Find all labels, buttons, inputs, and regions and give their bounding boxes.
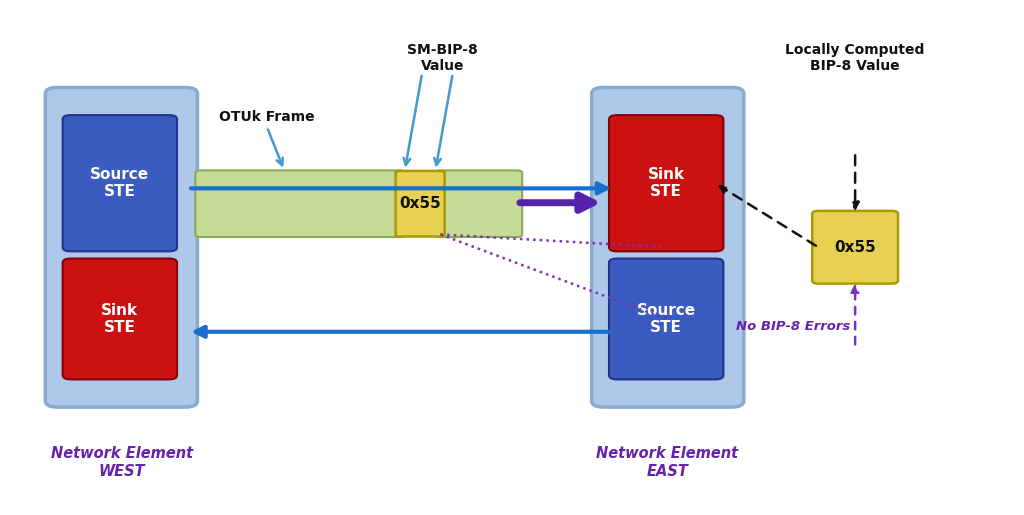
Text: 0x55: 0x55 <box>399 196 441 211</box>
FancyBboxPatch shape <box>609 115 723 251</box>
FancyBboxPatch shape <box>395 171 444 236</box>
Text: Sink
STE: Sink STE <box>647 167 685 199</box>
FancyBboxPatch shape <box>196 170 404 237</box>
Text: OTUk Frame: OTUk Frame <box>219 110 314 124</box>
Text: Sink
STE: Sink STE <box>101 303 138 335</box>
Text: SM-BIP-8
Value: SM-BIP-8 Value <box>408 43 478 73</box>
FancyBboxPatch shape <box>62 259 177 380</box>
Text: Locally Computed
BIP-8 Value: Locally Computed BIP-8 Value <box>785 43 925 73</box>
Text: Network Element
WEST: Network Element WEST <box>51 446 193 478</box>
FancyBboxPatch shape <box>435 170 522 237</box>
Text: No BIP-8 Errors: No BIP-8 Errors <box>735 320 850 333</box>
FancyBboxPatch shape <box>62 115 177 251</box>
Text: 0x55: 0x55 <box>835 240 876 255</box>
FancyBboxPatch shape <box>609 259 723 380</box>
Text: Source
STE: Source STE <box>637 303 695 335</box>
FancyBboxPatch shape <box>592 88 743 407</box>
FancyBboxPatch shape <box>45 88 198 407</box>
Text: Source
STE: Source STE <box>90 167 150 199</box>
Text: Network Element
EAST: Network Element EAST <box>596 446 738 478</box>
FancyBboxPatch shape <box>812 211 898 284</box>
